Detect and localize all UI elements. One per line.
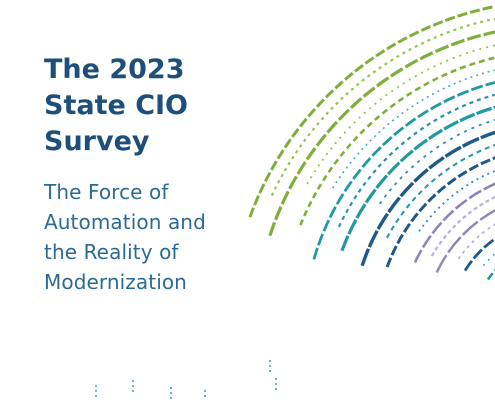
subtitle-line-1: The Force of <box>44 180 169 204</box>
title-line-2: State CIO <box>44 90 189 121</box>
report-subtitle: The Force of Automation and the Reality … <box>44 177 274 297</box>
subtitle-line-4: Modernization <box>44 270 187 294</box>
report-title: The 2023 State CIO Survey <box>44 52 274 160</box>
subtitle-line-3: the Reality of <box>44 240 179 264</box>
arc-line <box>248 4 495 218</box>
arc-line <box>268 30 495 237</box>
arc-line <box>463 237 495 272</box>
title-line-1: The 2023 <box>44 54 185 85</box>
arc-line <box>270 17 495 197</box>
arc-line <box>457 223 495 260</box>
arc-line <box>435 209 495 274</box>
arc-line <box>299 56 495 226</box>
arc-line <box>413 182 495 263</box>
arc-line <box>385 156 495 268</box>
arc-line <box>379 118 495 205</box>
arc-line <box>312 81 495 260</box>
arc-line <box>340 105 495 252</box>
arc-line <box>430 195 495 257</box>
arc-line <box>360 130 495 267</box>
subtitle-line-2: Automation and <box>44 210 206 234</box>
title-line-3: Survey <box>44 126 150 157</box>
arc-line <box>386 144 495 239</box>
